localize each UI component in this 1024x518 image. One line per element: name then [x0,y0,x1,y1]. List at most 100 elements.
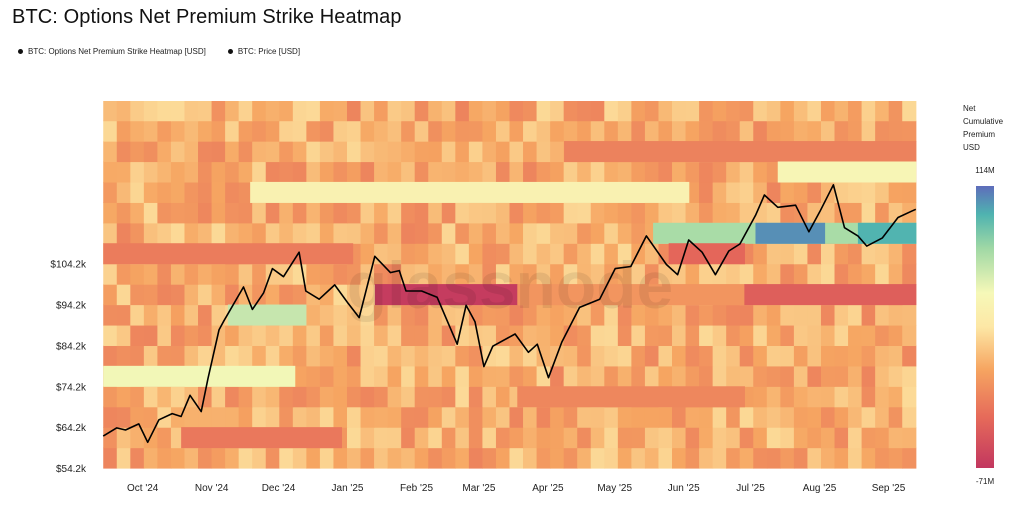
heatmap-cell [306,345,321,367]
heatmap-cell [536,161,551,183]
heatmap-cell [888,406,903,428]
heatmap-cell [590,304,605,326]
heatmap-cell [753,304,768,326]
heatmap-cell [279,202,294,224]
heatmap-cell [590,406,605,428]
heatmap-cell [211,447,226,469]
heatmap-cell [523,161,538,183]
heatmap-cell [834,120,849,142]
heatmap-cell [699,447,714,469]
heatmap-cell [401,141,416,163]
heatmap-cell [428,141,443,163]
heatmap-cell [753,386,768,408]
y-axis: $104.2k $94.2k $84.2k $74.2k $64.2k $54.2k [50,260,87,475]
heatmap-cell [211,324,226,346]
heatmap-cell [685,120,700,142]
heatmap-cell [374,365,389,387]
heatmap-cell [820,406,836,428]
heatmap-cell [414,243,429,265]
heatmap-cell [401,120,416,142]
heatmap-cell [699,406,714,428]
heatmap-cell [455,447,470,469]
heatmap-cell [292,406,307,428]
legend-dot-icon [18,49,23,54]
heatmap-cell [604,101,619,122]
heatmap-cell [116,141,131,163]
heatmap-cell [644,406,660,428]
heatmap-cell [509,161,524,183]
heatmap-cell [888,345,903,367]
heatmap-cell [333,161,348,183]
heatmap-cell [265,406,280,428]
heatmap-cell [116,284,131,306]
heatmap-cell [414,202,429,224]
heatmap-cell [902,406,917,428]
heatmap-cell [766,120,781,142]
heatmap-cell [265,101,280,122]
heatmap-cell [902,365,917,387]
heatmap-cell [346,120,362,142]
heatmap-cell [577,243,592,265]
heatmap-cell [617,304,632,326]
heatmap-cell [536,263,551,285]
x-tick-label: Jun '25 [668,483,700,494]
heatmap-cell [346,202,362,224]
heatmap-cell [157,324,172,346]
heatmap-cell [875,345,890,367]
heatmap-cell [793,406,809,428]
heatmap-cell [360,141,375,163]
heatmap-cell [509,427,524,449]
heatmap-cell [807,304,822,326]
heatmap-cell [577,365,592,387]
heatmap-cell [225,181,240,203]
heatmap-cell [279,386,294,408]
heatmap-cell [116,386,131,408]
heatmap-cell [604,345,619,367]
heatmap-cell [157,161,172,183]
heatmap-cell [536,447,551,469]
heatmap-cell [888,263,903,285]
heatmap-cell [495,120,511,142]
heatmap-cell [143,304,158,326]
heatmap-cell [820,345,836,367]
heatmap-cell [699,427,714,449]
heatmap-cell [103,161,118,183]
heatmap-cell [604,365,619,387]
heatmap-cell [455,406,470,428]
heatmap-cell [414,222,429,244]
heatmap-cell [482,263,497,285]
heatmap-cell [536,324,551,346]
heatmap-cell [360,222,375,244]
heatmap-cell [699,304,714,326]
heatmap-cell [726,365,741,387]
heatmap-cell [414,141,429,163]
heatmap-cell [143,324,158,346]
legend-item-price[interactable]: BTC: Price [USD] [227,47,300,56]
heatmap-cell [455,324,470,346]
heatmap-cell [902,324,917,346]
heatmap-cell [699,345,714,367]
heatmap-cell [793,120,809,142]
heatmap-cell [820,243,836,265]
heatmap-cell [455,101,470,122]
heatmap-cell [333,365,348,387]
legend-item-heatmap[interactable]: BTC: Options Net Premium Strike Heatmap … [18,47,206,56]
heatmap-cell [414,161,429,183]
heatmap-cell [644,304,660,326]
heatmap-region [250,181,690,203]
heatmap-cell [387,447,402,469]
heatmap-cell [401,202,416,224]
heatmap-cell [279,263,294,285]
heatmap-cell [604,406,619,428]
heatmap-cell [793,181,809,203]
heatmap-cell [238,222,253,244]
heatmap-cell [820,427,836,449]
heatmap-cell [468,345,484,367]
x-tick-label: Sep '25 [872,483,906,494]
heatmap-cell [374,161,389,183]
heatmap-cell [116,120,131,142]
heatmap-cell [170,447,186,469]
heatmap-cell [536,141,551,163]
heatmap-cell [631,324,646,346]
